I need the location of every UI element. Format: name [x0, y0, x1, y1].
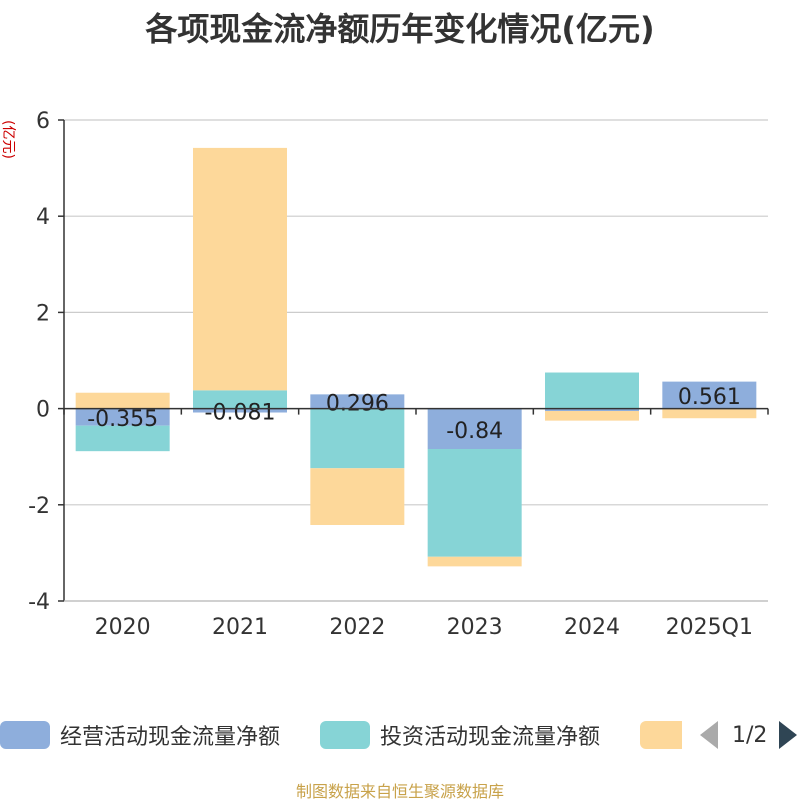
bar-investing-2022[interactable]: [310, 408, 405, 469]
bar-operating-2022[interactable]: [310, 394, 405, 409]
y-axis-label: (亿元): [0, 120, 16, 159]
bar-investing-2023[interactable]: [427, 449, 522, 557]
bar-investing-2020[interactable]: [75, 425, 170, 452]
x-tick-label: 2020: [95, 615, 151, 640]
legend-item-operating[interactable]: 经营活动现金流量净额: [0, 720, 280, 750]
bar-financing-2023[interactable]: [427, 556, 522, 567]
legend-item-financing[interactable]: [640, 720, 682, 750]
chart-title: 各项现金流净额历年变化情况(亿元): [145, 10, 655, 48]
pager-prev-icon[interactable]: [700, 721, 718, 749]
bar-operating-2021[interactable]: [193, 408, 287, 413]
legend-label-investing: 投资活动现金流量净额: [380, 725, 601, 750]
bar-financing-2020[interactable]: [75, 392, 170, 409]
legend-label-operating: 经营活动现金流量净额: [60, 725, 281, 750]
x-tick-label: 2024: [564, 615, 620, 640]
bar-financing-2025q1[interactable]: [662, 408, 757, 419]
bar-operating-2024[interactable]: [545, 408, 639, 412]
bar-financing-2021[interactable]: [193, 147, 287, 391]
y-tick-label: 6: [36, 109, 50, 134]
axes: 6 4 2 0 -2 -4 2020 2021 2022 2023 2024 2025Q1: [28, 109, 769, 640]
bar-financing-2022[interactable]: [310, 468, 405, 526]
legend-swatch-operating: [0, 721, 50, 749]
x-tick-label: 2023: [447, 615, 503, 640]
x-tick-label: 2021: [212, 615, 268, 640]
y-tick-label: -2: [28, 494, 50, 519]
pager-page-text: 1/2: [732, 722, 768, 748]
bar-financing-2024[interactable]: [545, 411, 639, 421]
bar-operating-2025q1[interactable]: [662, 381, 757, 409]
x-tick-label: 2022: [329, 615, 385, 640]
y-tick-label: 0: [36, 398, 50, 423]
bars: [75, 147, 757, 567]
y-tick-label: 4: [36, 205, 50, 230]
data-label-operating: 0.561: [678, 385, 741, 410]
source-note: 制图数据来自恒生聚源数据库: [295, 782, 504, 801]
data-label-operating: -0.355: [87, 407, 158, 432]
bar-investing-2021[interactable]: [193, 390, 287, 409]
y-tick-label: 2: [36, 301, 50, 326]
data-labels: -0.355 -0.081 0.296 -0.84 0.561: [87, 385, 741, 444]
data-label-operating: 0.296: [326, 391, 389, 416]
pager-next-icon[interactable]: [779, 721, 798, 749]
legend-swatch-investing: [320, 721, 370, 749]
data-label-operating: -0.84: [446, 419, 503, 444]
legend-swatch-financing: [640, 721, 682, 749]
legend: 经营活动现金流量净额 投资活动现金流量净额 1/2: [0, 714, 800, 754]
grid-lines: [64, 119, 768, 602]
legend-item-investing[interactable]: 投资活动现金流量净额: [320, 720, 600, 750]
data-label-operating: -0.081: [205, 401, 276, 426]
bar-operating-2020[interactable]: [75, 408, 170, 426]
x-tick-label: 2025Q1: [666, 615, 753, 640]
bar-investing-2024[interactable]: [545, 372, 639, 409]
bar-operating-2023[interactable]: [427, 408, 522, 450]
legend-pager: 1/2: [700, 720, 798, 750]
y-tick-label: -4: [28, 590, 50, 615]
